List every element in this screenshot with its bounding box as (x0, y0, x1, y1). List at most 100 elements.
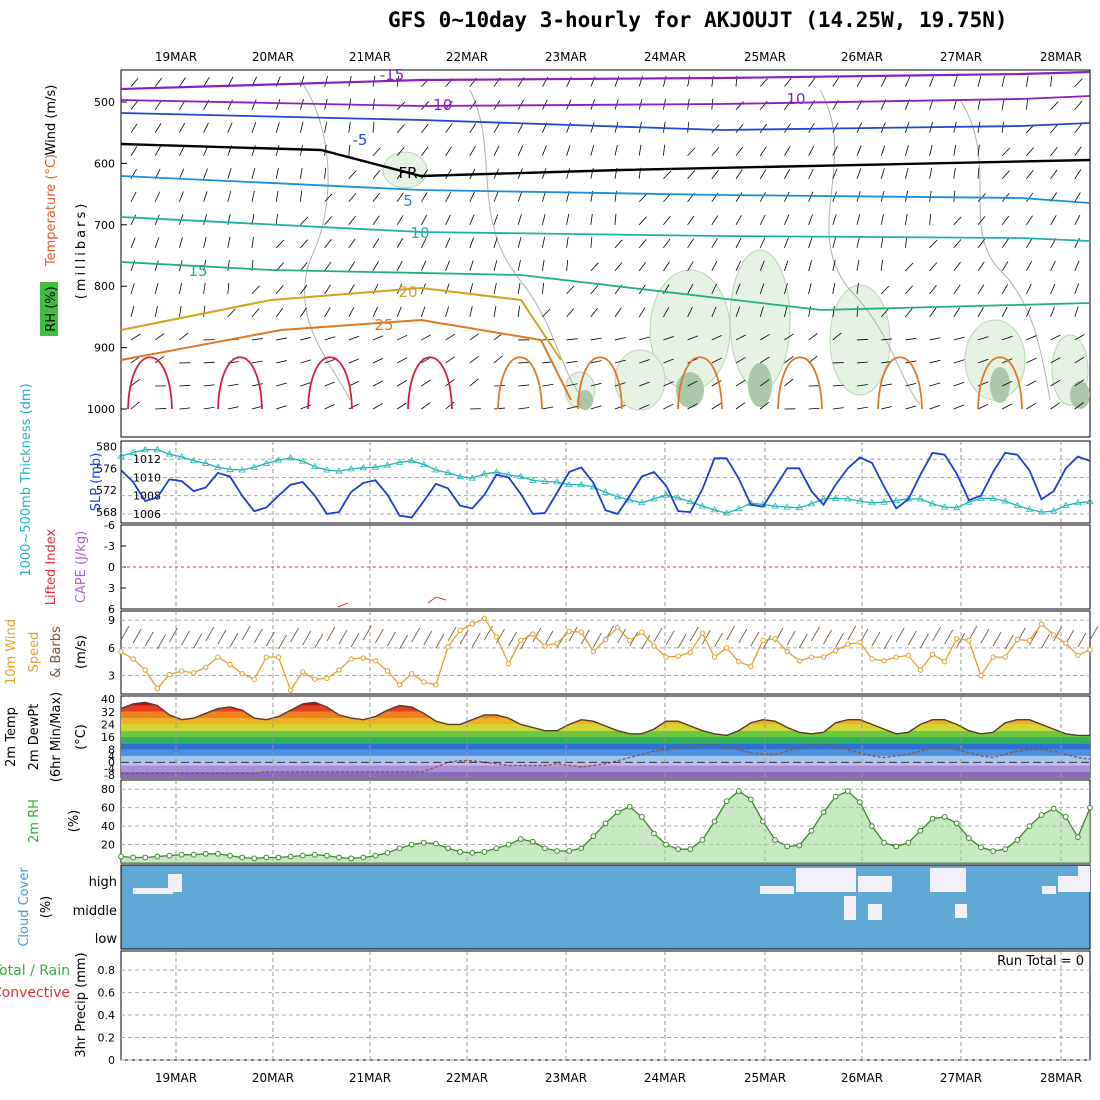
wind-barb (614, 144, 618, 156)
wind-barb (518, 384, 530, 387)
wind-barb (905, 236, 908, 248)
wind-barb (517, 305, 520, 317)
rh-marker (808, 827, 815, 834)
thickness-marker (238, 466, 246, 473)
wind-barb (120, 625, 130, 641)
wind-barb (447, 626, 457, 642)
wind-speed-marker (832, 647, 839, 654)
thickness-marker (1025, 505, 1034, 512)
wind-speed-marker (299, 669, 306, 675)
wind-barb (205, 626, 215, 642)
rh-marker (978, 844, 984, 851)
thickness-marker (202, 459, 210, 466)
wind-barb (275, 307, 284, 318)
wind-barb (759, 306, 764, 318)
precip-tick-label: 0.8 (98, 964, 116, 977)
wind-barb (423, 630, 433, 646)
thickness-marker (347, 465, 355, 472)
isotherm-line (120, 70, 1091, 91)
wind-barb (542, 383, 554, 387)
wind-barb (144, 631, 154, 647)
wind-barb (1050, 306, 1055, 318)
wind-barb (421, 146, 429, 156)
wind-barb (953, 216, 962, 226)
wind-barb (1074, 356, 1085, 364)
wind-speed-marker (966, 637, 972, 644)
wind-barb (568, 626, 578, 642)
wind-barb (566, 145, 571, 156)
wind-barb (832, 332, 842, 341)
wind-speed-marker (324, 675, 330, 682)
wind-barb (992, 631, 1002, 647)
wind-barb (251, 236, 254, 248)
wind-speed-marker (433, 682, 439, 688)
wind-barb (920, 633, 929, 649)
wind-barb (735, 215, 742, 226)
wind-barb (663, 381, 674, 387)
wind-barb (1050, 169, 1058, 179)
wind-barb (350, 632, 360, 648)
wind-speed-marker (905, 652, 912, 658)
wind-barb (880, 308, 889, 318)
slp-line (120, 451, 1091, 519)
wind-barb (130, 191, 137, 202)
date-label-top: 21MAR (349, 50, 391, 64)
rh-marker (1050, 805, 1057, 812)
wind-barb (590, 337, 602, 341)
wind-barb (348, 261, 356, 272)
wind-barb (397, 334, 408, 341)
date-label-bottom: 22MAR (446, 1071, 488, 1085)
wind-barb (275, 122, 280, 133)
wind-barb (883, 634, 893, 650)
wind-barb (348, 381, 359, 387)
wind-barb (614, 262, 623, 272)
wind-barb (469, 333, 480, 341)
wind-barb (445, 214, 451, 225)
wind-barb (689, 626, 699, 642)
wind-barb (808, 168, 814, 179)
wind-barb (542, 308, 551, 318)
wind-barb (1074, 334, 1085, 341)
date-label-bottom: 20MAR (252, 1071, 294, 1085)
date-label-bottom: 19MAR (155, 1071, 197, 1085)
wind-barb (265, 631, 275, 647)
wind-speed-marker (263, 654, 270, 660)
wind-barb (687, 121, 690, 133)
wind-barb (469, 214, 475, 225)
wind-barb (735, 169, 743, 179)
wind-barb (687, 306, 693, 318)
thickness-marker (323, 466, 331, 473)
speed-axis-label: Speed (27, 632, 42, 673)
wind-speed-marker (530, 631, 536, 637)
wind-speed-marker (469, 621, 475, 627)
wind-barb (314, 633, 324, 649)
wind-barb (953, 381, 965, 387)
wind-barb (324, 284, 332, 295)
wind-barb (641, 634, 651, 650)
wind-speed-marker (481, 615, 488, 622)
rh-marker (348, 855, 355, 862)
wind-barb (1074, 306, 1079, 318)
wind-speed-marker (917, 667, 924, 673)
wind-barb (566, 308, 575, 318)
thickness-marker (432, 466, 440, 473)
wind-barb (784, 237, 789, 248)
contour-label: 20 (398, 283, 417, 301)
wind-barb (251, 285, 260, 295)
slp-tick-label: 1010 (133, 471, 161, 484)
wind-barb (856, 76, 863, 87)
wind-barb (614, 337, 626, 341)
wind-barb (1074, 402, 1084, 410)
warm-contour (127, 356, 173, 410)
warm-contour (677, 356, 723, 410)
thickness-marker (807, 500, 816, 507)
wind-barb (493, 145, 500, 156)
wind-barb (469, 260, 474, 271)
wind-unit-label: (m/s) (74, 635, 89, 669)
wind-speed-marker (457, 627, 463, 634)
wind-barb (823, 629, 832, 645)
rh-marker (1038, 812, 1045, 818)
rh-marker (529, 838, 536, 845)
rh-marker (324, 852, 330, 859)
